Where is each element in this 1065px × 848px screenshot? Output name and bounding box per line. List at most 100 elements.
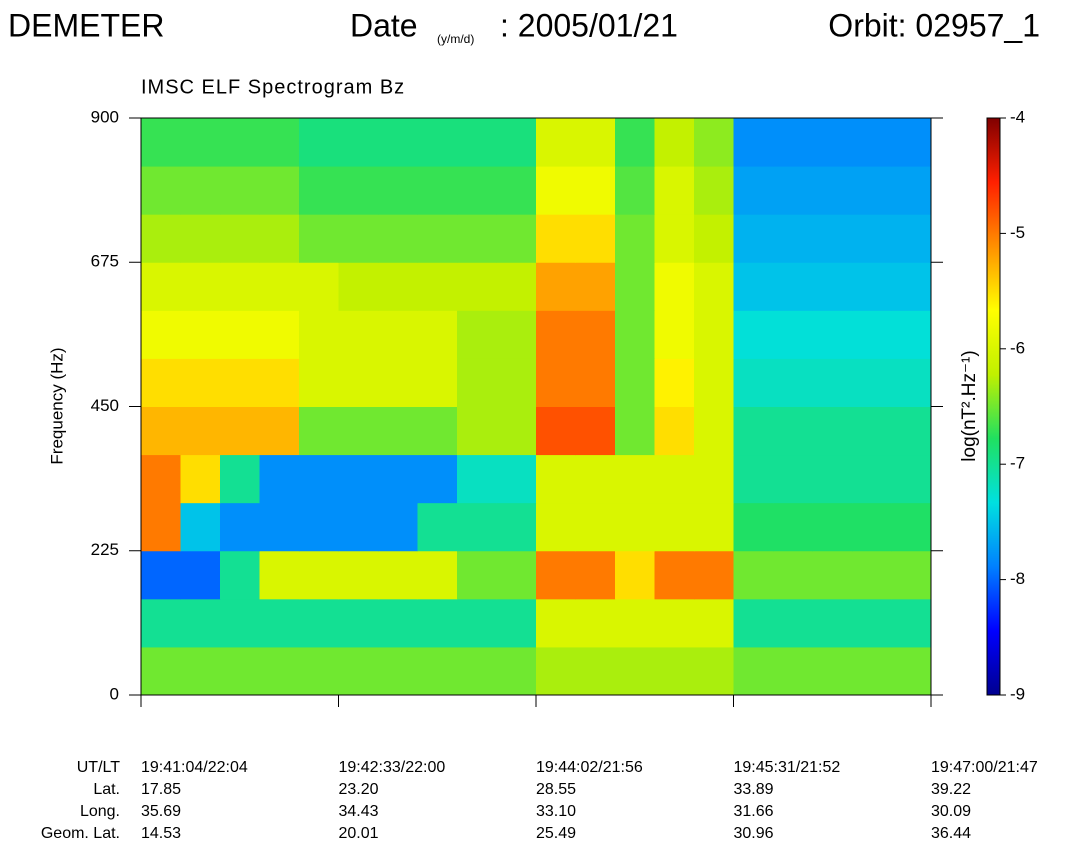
heatmap-cell	[338, 454, 379, 504]
y-tick-label: 675	[91, 252, 119, 271]
heatmap-cell	[141, 646, 181, 696]
heatmap-cell	[575, 454, 616, 504]
heatmap-cell	[496, 454, 537, 504]
heatmap-cell	[220, 550, 260, 600]
heatmap-cell	[773, 310, 813, 359]
heatmap-cell	[733, 454, 774, 504]
heatmap-cell	[141, 550, 181, 600]
heatmap-cell	[536, 358, 576, 407]
heatmap-cell	[891, 550, 932, 600]
heatmap-cell	[773, 358, 813, 407]
heatmap-cell	[812, 406, 853, 456]
heatmap-cell	[536, 550, 576, 600]
heatmap-cell	[180, 214, 221, 263]
x-table-value: 25.49	[536, 825, 576, 842]
heatmap-cell	[773, 454, 813, 504]
heatmap-cell	[417, 310, 458, 359]
heatmap-cell	[378, 646, 418, 696]
heatmap-cell	[141, 118, 181, 167]
heatmap-cell	[338, 310, 379, 359]
heatmap-cell	[299, 358, 339, 407]
heatmap-cell	[654, 454, 695, 504]
heatmap-cell	[654, 358, 695, 407]
heatmap-cell	[536, 454, 576, 504]
heatmap-cell	[852, 262, 892, 311]
heatmap-cell	[654, 262, 695, 311]
heatmap-cell	[773, 118, 813, 167]
heatmap-cell	[654, 166, 695, 215]
heatmap-cell	[615, 646, 655, 696]
heatmap-cell	[891, 166, 932, 215]
heatmap-cell	[812, 502, 853, 552]
chart-title: IMSC ELF Spectrogram Bz	[141, 76, 405, 98]
x-table-value: 33.10	[536, 803, 576, 820]
heatmap-cell	[615, 502, 655, 552]
heatmap-cell	[378, 310, 418, 359]
x-table-value: 30.96	[734, 825, 774, 842]
heatmap-cell	[694, 118, 734, 167]
heatmap-cell	[220, 454, 260, 504]
x-table-row-label: Lat.	[93, 781, 120, 798]
heatmap-cell	[852, 310, 892, 359]
heatmap-cell	[654, 214, 695, 263]
heatmap-cell	[496, 646, 537, 696]
heatmap-cell	[891, 454, 932, 504]
heatmap-cell	[338, 598, 379, 648]
heatmap-cell	[891, 118, 932, 167]
heatmap-cell	[575, 310, 616, 359]
heatmap-cell	[773, 502, 813, 552]
heatmap-cell	[891, 310, 932, 359]
heatmap-cell	[773, 166, 813, 215]
y-axis-label: Frequency (Hz)	[47, 347, 66, 464]
heatmap-cell	[417, 550, 458, 600]
heatmap-cell	[299, 214, 339, 263]
heatmap-cell	[891, 646, 932, 696]
heatmap-cell	[299, 166, 339, 215]
heatmap-cell	[220, 166, 260, 215]
heatmap-cell	[852, 550, 892, 600]
heatmap-cell	[141, 310, 181, 359]
heatmap-cell	[338, 262, 379, 311]
heatmap-cell	[220, 262, 260, 311]
heatmap-cell	[654, 550, 695, 600]
heatmap-cell	[575, 550, 616, 600]
heatmap-cell	[259, 550, 300, 600]
heatmap-cell	[891, 358, 932, 407]
heatmap-cell	[220, 214, 260, 263]
heatmap-cell	[457, 646, 497, 696]
mission: DEMETER	[8, 7, 164, 43]
y-tick-label: 450	[91, 396, 119, 415]
heatmap-cell	[220, 502, 260, 552]
orbit: Orbit: 02957_1	[828, 7, 1040, 43]
heatmap-cell	[259, 310, 300, 359]
heatmap-cell	[852, 118, 892, 167]
colorbar-label: log(nT².Hz⁻¹)	[959, 350, 980, 461]
heatmap-cell	[536, 262, 576, 311]
heatmap-cell	[694, 598, 734, 648]
heatmap-cell	[812, 118, 853, 167]
heatmap-cell	[496, 310, 537, 359]
heatmap-cell	[457, 262, 497, 311]
heatmap-cell	[615, 454, 655, 504]
heatmap-cell	[812, 358, 853, 407]
heatmap-cell	[694, 454, 734, 504]
x-table-value: 31.66	[734, 803, 774, 820]
heatmap-cell	[180, 310, 221, 359]
heatmap-cell	[299, 406, 339, 456]
heatmap-cell	[852, 406, 892, 456]
y-tick-label: 225	[91, 540, 119, 559]
colorbar-tick-label: -6	[1010, 338, 1025, 357]
heatmap-cell	[496, 118, 537, 167]
heatmap-cell	[575, 358, 616, 407]
heatmap-cell	[773, 214, 813, 263]
heatmap-cell	[338, 406, 379, 456]
heatmap-cell	[694, 502, 734, 552]
date-label: Date	[350, 7, 418, 43]
heatmap-cell	[536, 310, 576, 359]
heatmap-cell	[457, 550, 497, 600]
heatmap-cell	[733, 118, 774, 167]
heatmap-cell	[378, 598, 418, 648]
heatmap-cell	[180, 406, 221, 456]
heatmap-cell	[259, 166, 300, 215]
heatmap-cell	[575, 502, 616, 552]
